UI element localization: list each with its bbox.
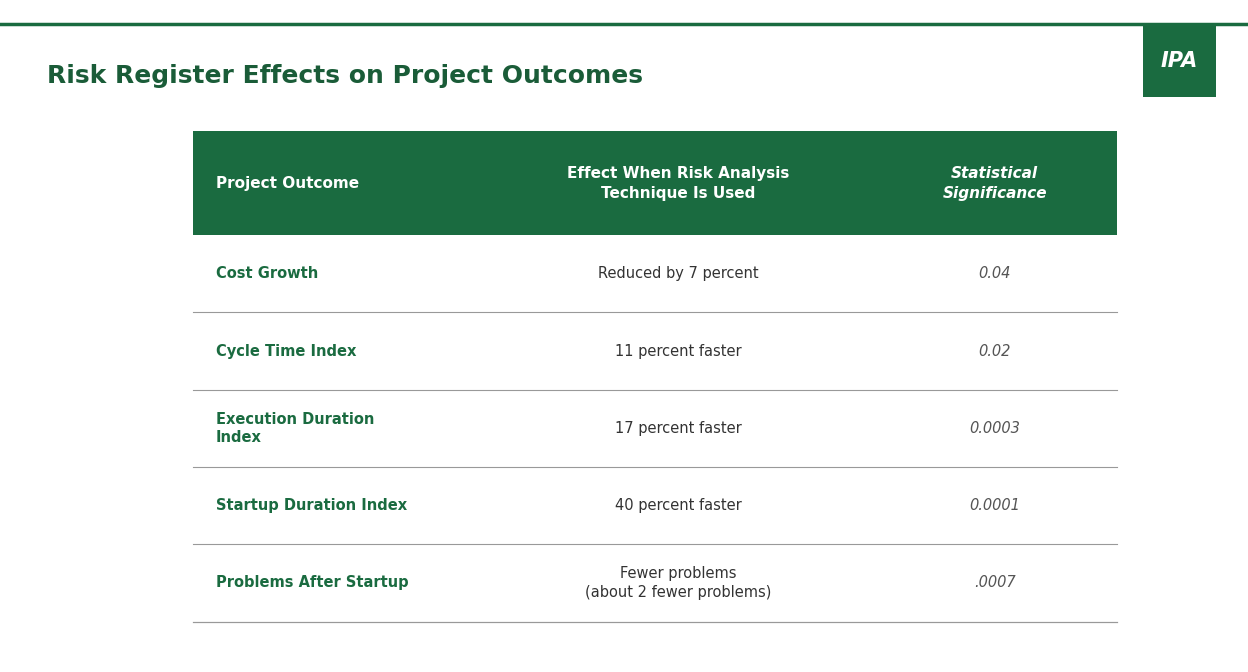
Text: Risk Register Effects on Project Outcomes: Risk Register Effects on Project Outcome… bbox=[47, 64, 644, 88]
Text: 17 percent faster: 17 percent faster bbox=[615, 421, 741, 436]
Text: Problems After Startup: Problems After Startup bbox=[216, 575, 408, 591]
Text: Cycle Time Index: Cycle Time Index bbox=[216, 343, 356, 359]
Text: Execution Duration
Index: Execution Duration Index bbox=[216, 411, 374, 446]
Text: 11 percent faster: 11 percent faster bbox=[615, 343, 741, 359]
Text: Startup Duration Index: Startup Duration Index bbox=[216, 498, 407, 513]
FancyBboxPatch shape bbox=[1143, 25, 1216, 97]
Text: Fewer problems
(about 2 fewer problems): Fewer problems (about 2 fewer problems) bbox=[585, 566, 771, 600]
Text: Statistical
Significance: Statistical Significance bbox=[942, 166, 1047, 200]
Text: 40 percent faster: 40 percent faster bbox=[615, 498, 741, 513]
FancyBboxPatch shape bbox=[193, 131, 1117, 235]
Text: .0007: .0007 bbox=[973, 575, 1016, 591]
Text: Cost Growth: Cost Growth bbox=[216, 266, 318, 282]
Text: 0.0001: 0.0001 bbox=[970, 498, 1020, 513]
Text: 0.02: 0.02 bbox=[978, 343, 1011, 359]
Text: Effect When Risk Analysis
Technique Is Used: Effect When Risk Analysis Technique Is U… bbox=[567, 166, 790, 200]
Text: IPA: IPA bbox=[1161, 51, 1198, 71]
Text: 0.04: 0.04 bbox=[978, 266, 1011, 282]
Text: 0.0003: 0.0003 bbox=[970, 421, 1020, 436]
Text: Reduced by 7 percent: Reduced by 7 percent bbox=[598, 266, 759, 282]
Text: Project Outcome: Project Outcome bbox=[216, 175, 359, 191]
